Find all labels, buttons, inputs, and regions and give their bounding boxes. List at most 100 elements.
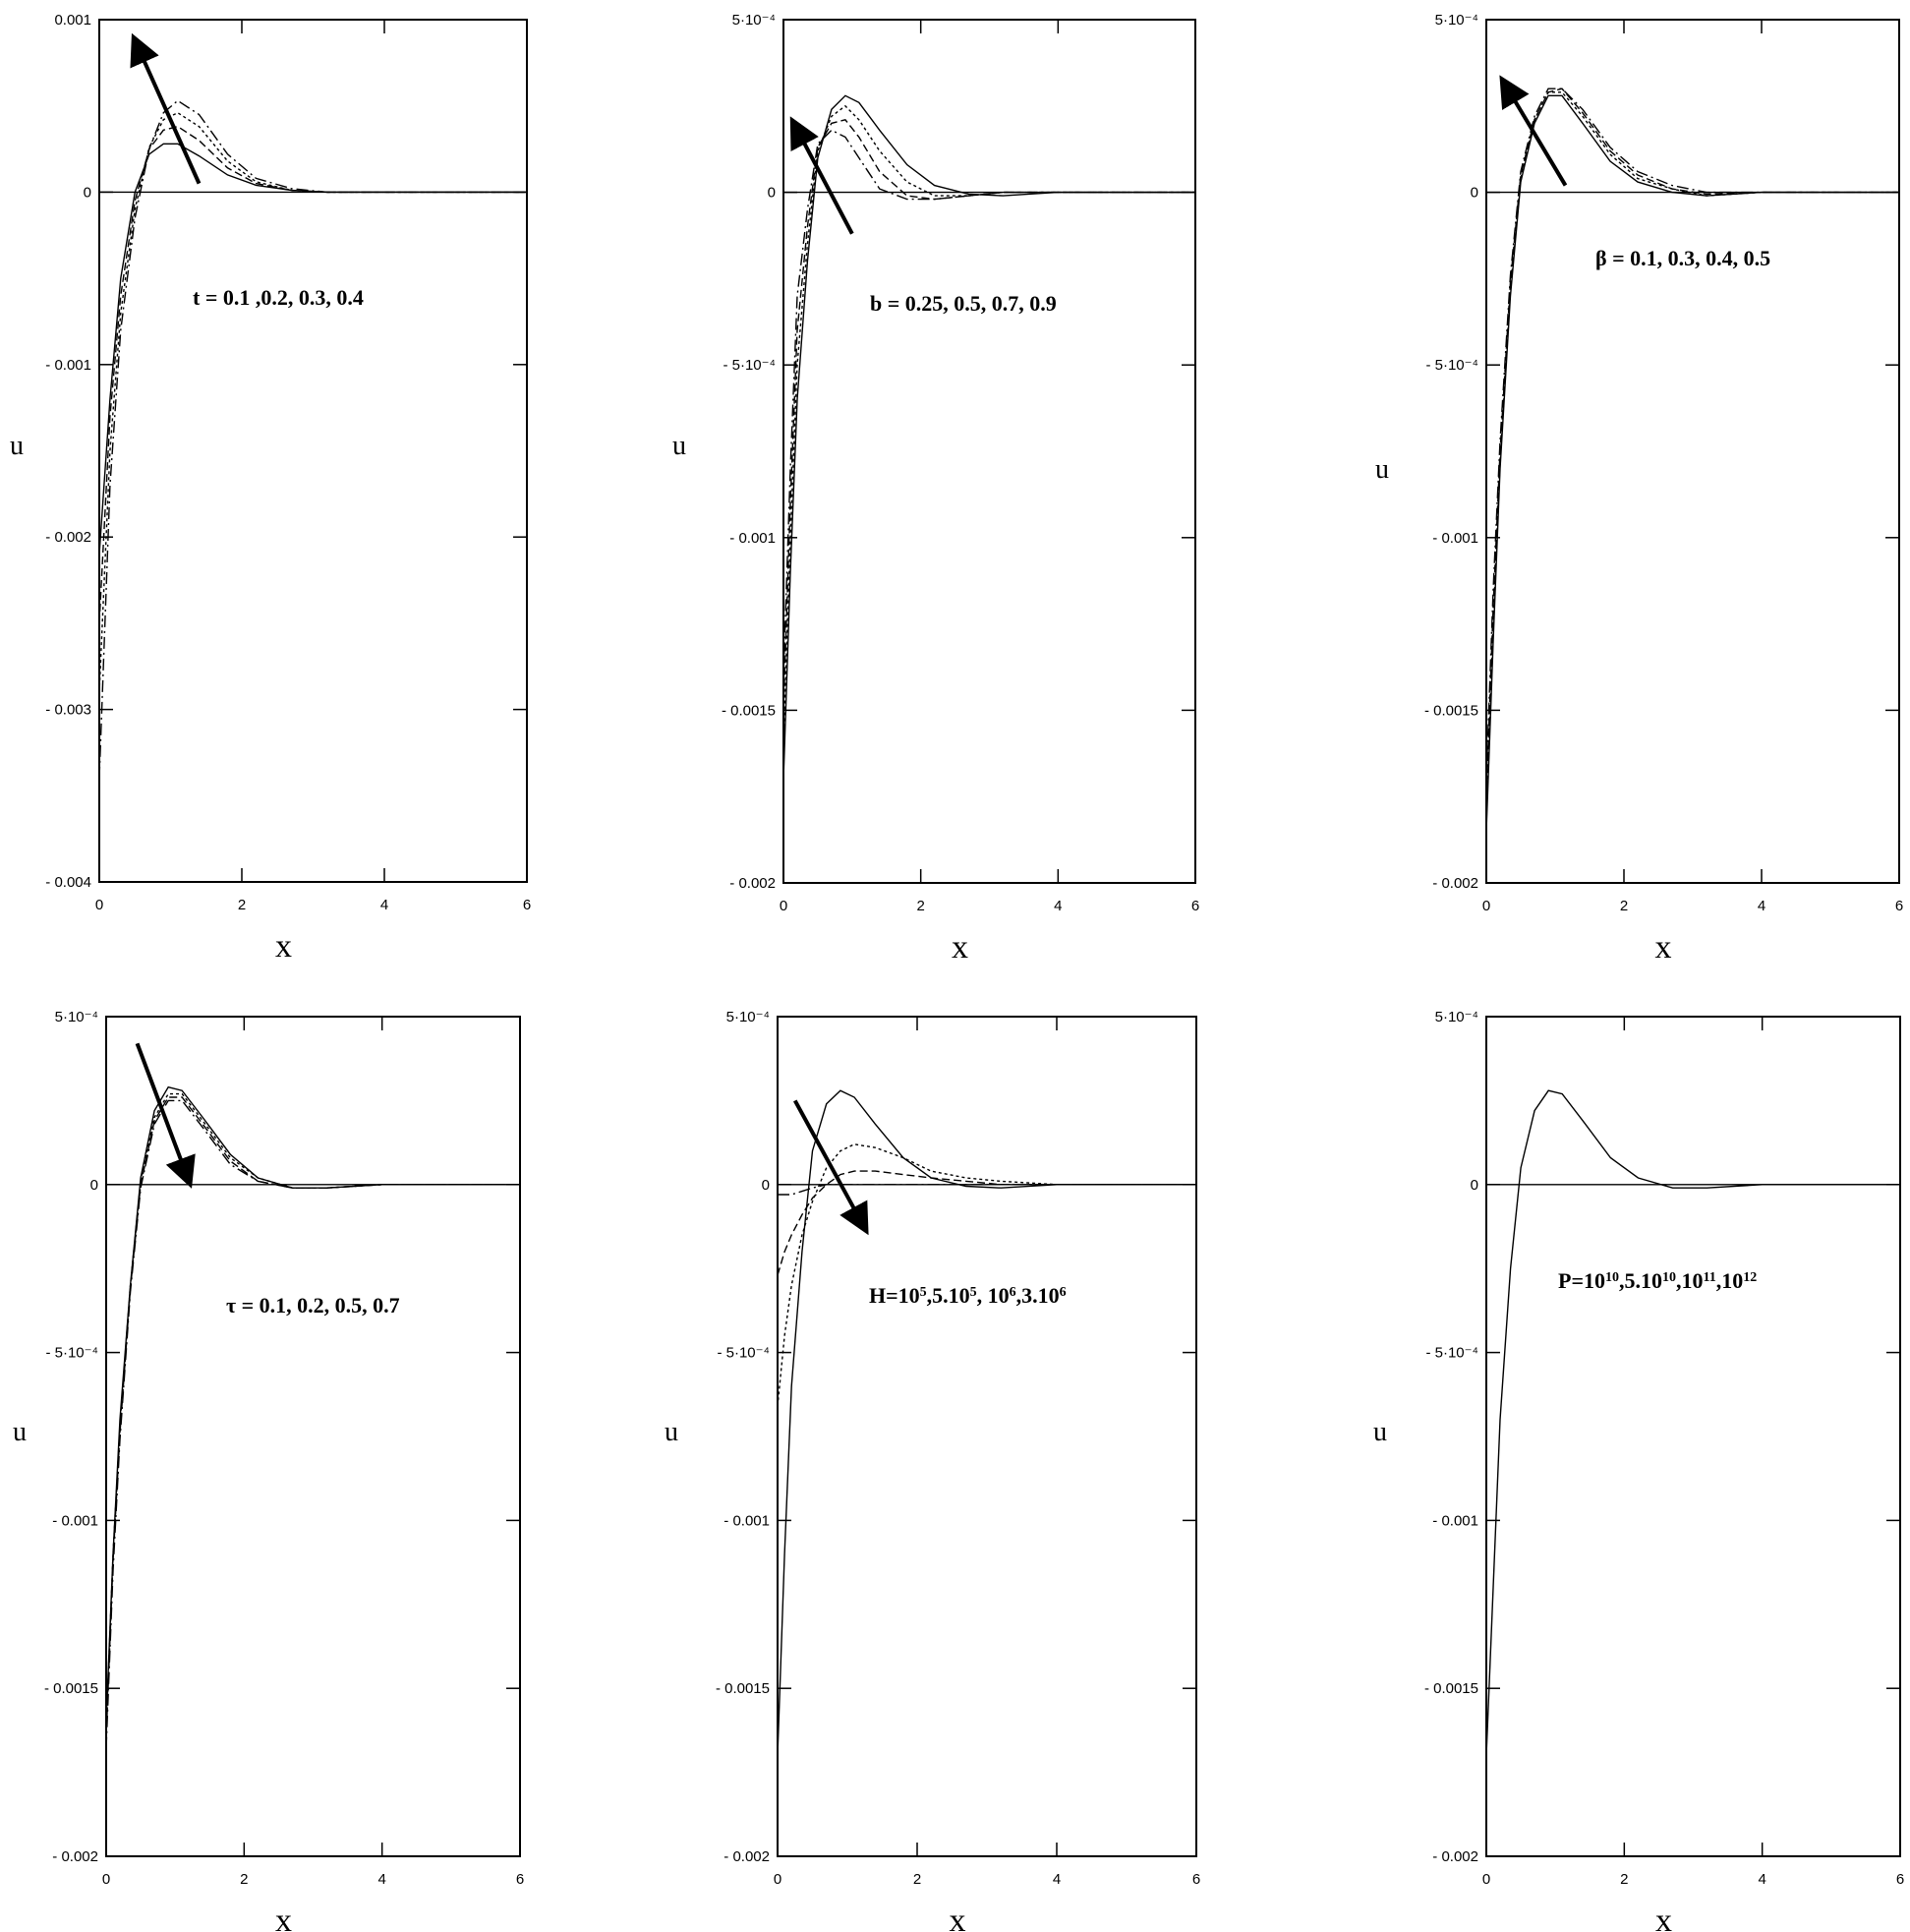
y-axis-label: u [1375,454,1389,485]
trend-arrow [792,1099,869,1236]
series-line-1 [105,1085,520,1723]
plot-frame [1485,1016,1901,1857]
y-tick-label: - 0.002 [1432,1848,1478,1865]
x-tick-label: 0 [1482,898,1490,914]
x-axis-label: x [950,1903,966,1932]
y-tick-label: - 0.001 [52,1512,98,1529]
y-tick-label: - 0.002 [45,529,91,546]
y-axis-label: u [665,1417,678,1447]
y-tick-label: - 0.003 [45,702,91,719]
x-tick-label: 2 [238,897,246,913]
y-tick-label: 5·10⁻⁴ [1435,12,1478,29]
x-tick-label: 6 [523,897,531,913]
series-line-2 [98,125,527,623]
x-tick-label: 2 [916,898,924,914]
y-tick-label: - 0.002 [723,1848,770,1865]
x-tick-label: 0 [774,1871,781,1888]
plot-frame [98,19,528,883]
x-tick-label: 4 [1758,898,1765,914]
series-line-1 [777,1089,1196,1756]
y-tick-label: - 5·10⁻⁴ [723,357,776,374]
x-tick-label: 4 [1054,898,1062,914]
plot-frame [777,1016,1197,1857]
x-axis-label: x [952,929,968,966]
x-tick-label: 2 [1620,898,1628,914]
y-tick-label: 0 [84,184,91,201]
x-axis-label: x [1655,1903,1672,1932]
y-tick-label: - 0.001 [729,530,776,547]
y-tick-label: 0.001 [54,12,91,29]
y-tick-label: - 0.001 [723,1512,770,1529]
series-line-1 [1485,1089,1900,1756]
x-tick-label: 4 [380,897,388,913]
series-line-2 [105,1092,520,1729]
y-tick-label: - 0.0015 [722,702,776,719]
y-tick-label: - 0.001 [1432,1512,1478,1529]
x-axis-label: x [275,928,292,965]
y-tick-label: 0 [1471,1177,1478,1194]
series-line-4 [1485,88,1899,780]
y-tick-label: 0 [762,1177,770,1194]
x-axis-label: x [275,1903,292,1932]
parameter-annotation: t = 0.1 ,0.2, 0.3, 0.4 [193,285,364,310]
y-tick-label: - 0.0015 [1424,1680,1478,1697]
series-line-4 [782,129,1195,676]
parameter-annotation: H=105,5.105, 106,3.106 [869,1283,1067,1308]
y-tick-label: - 5·10⁻⁴ [717,1345,770,1362]
y-tick-label: - 5·10⁻⁴ [1425,1345,1478,1362]
y-tick-label: - 5·10⁻⁴ [45,1345,98,1362]
series-line-4 [778,1184,1196,1196]
plot-frame [1485,19,1900,884]
x-tick-label: 0 [1482,1871,1490,1888]
x-tick-label: 4 [377,1871,385,1888]
y-tick-label: 0 [1471,185,1478,202]
series-line-3 [777,1170,1196,1276]
trend-arrow [789,116,854,235]
y-tick-label: - 0.002 [729,875,776,892]
y-tick-label: 5·10⁻⁴ [732,12,776,29]
series-line-2 [1485,91,1899,814]
plot-frame [105,1016,521,1857]
y-tick-label: - 0.002 [1432,875,1478,892]
parameter-annotation: τ = 0.1, 0.2, 0.5, 0.7 [226,1293,400,1317]
trend-arrow [1499,75,1568,187]
parameter-annotation: β = 0.1, 0.3, 0.4, 0.5 [1595,246,1770,270]
y-tick-label: - 0.001 [1432,530,1478,547]
y-tick-label: - 0.004 [45,874,91,891]
x-tick-label: 4 [1053,1871,1061,1888]
x-tick-label: 2 [1620,1871,1628,1888]
x-tick-label: 0 [102,1871,110,1888]
x-tick-label: 4 [1758,1871,1765,1888]
y-axis-label: u [10,431,24,461]
series-line-4 [98,99,527,779]
y-tick-label: - 0.0015 [1424,702,1478,719]
series-line-2 [777,1143,1196,1407]
x-tick-label: 2 [240,1871,248,1888]
y-axis-label: u [1373,1417,1387,1447]
series-line-3 [98,111,527,693]
x-axis-label: x [1655,929,1672,966]
y-tick-label: - 0.002 [52,1848,98,1865]
x-tick-label: 6 [1896,1871,1904,1888]
y-tick-label: 0 [768,185,776,202]
series-line-2 [782,104,1195,745]
series-line-3 [782,119,1195,711]
parameter-annotation: P=1010,5.1010,1011,1012 [1558,1268,1757,1293]
series-line-3 [105,1096,520,1739]
y-tick-label: 5·10⁻⁴ [1435,1009,1478,1025]
x-tick-label: 6 [1192,1871,1200,1888]
series-line-4 [105,1099,520,1749]
x-tick-label: 0 [780,898,787,914]
parameter-annotation: b = 0.25, 0.5, 0.7, 0.9 [870,291,1057,316]
y-tick-label: 0 [90,1177,98,1194]
series-line-1 [782,94,1195,780]
y-tick-label: - 0.0015 [716,1680,770,1697]
series-line-1 [1485,94,1899,832]
